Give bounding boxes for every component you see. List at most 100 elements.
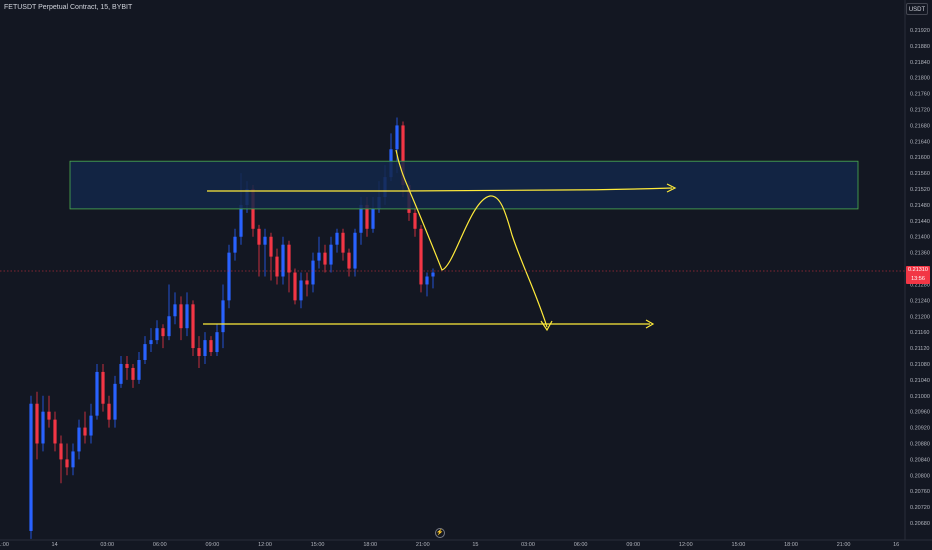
candle[interactable]: [59, 435, 63, 484]
candle[interactable]: [305, 272, 309, 297]
candle[interactable]: [329, 236, 333, 273]
candle-body: [395, 125, 399, 150]
candle-body: [293, 272, 297, 301]
time-tick-label: 15:00: [732, 542, 746, 548]
candle[interactable]: [311, 252, 315, 293]
symbol-title[interactable]: FETUSDT Perpetual Contract, 15, BYBIT: [4, 4, 133, 11]
upper-arrow-head: [666, 183, 677, 193]
candle[interactable]: [341, 228, 345, 261]
candle[interactable]: [161, 324, 165, 349]
time-tick-label: 14: [52, 542, 58, 548]
candle-body: [143, 344, 147, 360]
lightning-icon[interactable]: ⚡: [435, 528, 445, 538]
candle[interactable]: [47, 395, 51, 428]
candle[interactable]: [125, 356, 129, 380]
price-tick-label: 0.21520: [910, 187, 930, 193]
candle[interactable]: [167, 284, 171, 341]
candle[interactable]: [107, 395, 111, 428]
candle[interactable]: [413, 204, 417, 237]
candle[interactable]: [155, 320, 159, 345]
candle[interactable]: [53, 411, 57, 452]
candle-body: [365, 204, 369, 229]
candle[interactable]: [353, 228, 357, 277]
candle-body: [371, 208, 375, 229]
candle[interactable]: [209, 336, 213, 357]
candle[interactable]: [131, 363, 135, 388]
bar-countdown: 13:56: [911, 276, 925, 282]
candle[interactable]: [233, 228, 237, 261]
candle[interactable]: [71, 443, 75, 476]
candle-body: [269, 236, 273, 257]
time-tick-label: 16: [893, 542, 899, 548]
candle[interactable]: [65, 443, 69, 476]
time-tick-label: 21:00: [416, 542, 430, 548]
candle-body: [131, 367, 135, 380]
candle[interactable]: [287, 240, 291, 293]
price-axis[interactable]: 0.21920 0.21880 0.21840 0.21800 0.21760 0.217…: [910, 28, 930, 527]
candle-body: [233, 236, 237, 253]
candle[interactable]: [35, 391, 39, 460]
candle[interactable]: [89, 403, 93, 444]
time-axis[interactable]: 21:00 14 03:00 06:00 09:00 12:00 15:00 18:00 21:…: [0, 542, 899, 548]
candle[interactable]: [323, 244, 327, 273]
candle[interactable]: [317, 236, 321, 269]
candle-body: [239, 204, 243, 237]
time-tick-label: 15:00: [311, 542, 325, 548]
candle[interactable]: [41, 395, 45, 452]
candle[interactable]: [293, 268, 297, 305]
candle-body: [155, 328, 159, 341]
candle[interactable]: [185, 292, 189, 337]
candle[interactable]: [173, 292, 177, 325]
candle[interactable]: [137, 352, 141, 384]
candle[interactable]: [113, 375, 117, 428]
candle[interactable]: [101, 363, 105, 412]
candle[interactable]: [227, 244, 231, 309]
candle[interactable]: [299, 272, 303, 309]
candle[interactable]: [83, 411, 87, 444]
candle-body: [149, 340, 153, 345]
upper-arrow-line[interactable]: [403, 187, 673, 192]
candle[interactable]: [215, 324, 219, 357]
candle[interactable]: [197, 336, 201, 368]
candle[interactable]: [281, 236, 285, 285]
candle-body: [29, 403, 33, 531]
candle-body: [323, 252, 327, 265]
candle[interactable]: [95, 363, 99, 420]
candle[interactable]: [149, 328, 153, 353]
candle[interactable]: [119, 356, 123, 388]
candle[interactable]: [269, 232, 273, 281]
currency-button[interactable]: USDT: [906, 3, 928, 15]
candle[interactable]: [179, 296, 183, 341]
candle-body: [341, 232, 345, 253]
resistance-zone[interactable]: [69, 160, 859, 210]
candle[interactable]: [425, 272, 429, 297]
projection-arrow-head: [540, 320, 553, 332]
candle[interactable]: [275, 248, 279, 285]
projection-path[interactable]: [395, 149, 548, 328]
price-tick-label: 0.21200: [910, 314, 930, 320]
price-tick-label: 0.21240: [910, 298, 930, 304]
time-tick-label: 03:00: [521, 542, 535, 548]
candle[interactable]: [263, 228, 267, 277]
candle[interactable]: [191, 300, 195, 357]
candle[interactable]: [257, 224, 261, 277]
candle-body: [185, 304, 189, 329]
candle[interactable]: [77, 419, 81, 460]
candle[interactable]: [431, 268, 435, 289]
candle[interactable]: [419, 224, 423, 293]
candle[interactable]: [29, 395, 33, 539]
price-tick-label: 0.21800: [910, 76, 930, 82]
time-tick-label: 21:00: [0, 542, 9, 548]
candle-body: [47, 411, 51, 420]
candle-body: [221, 300, 225, 333]
candle[interactable]: [203, 332, 207, 364]
price-tick-label: 0.21760: [910, 92, 930, 98]
candle[interactable]: [347, 248, 351, 277]
candle[interactable]: [143, 336, 147, 364]
candle[interactable]: [335, 228, 339, 253]
candle-body: [101, 371, 105, 404]
candle[interactable]: [221, 284, 225, 349]
time-tick-label: 06:00: [574, 542, 588, 548]
candle-body: [359, 204, 363, 233]
